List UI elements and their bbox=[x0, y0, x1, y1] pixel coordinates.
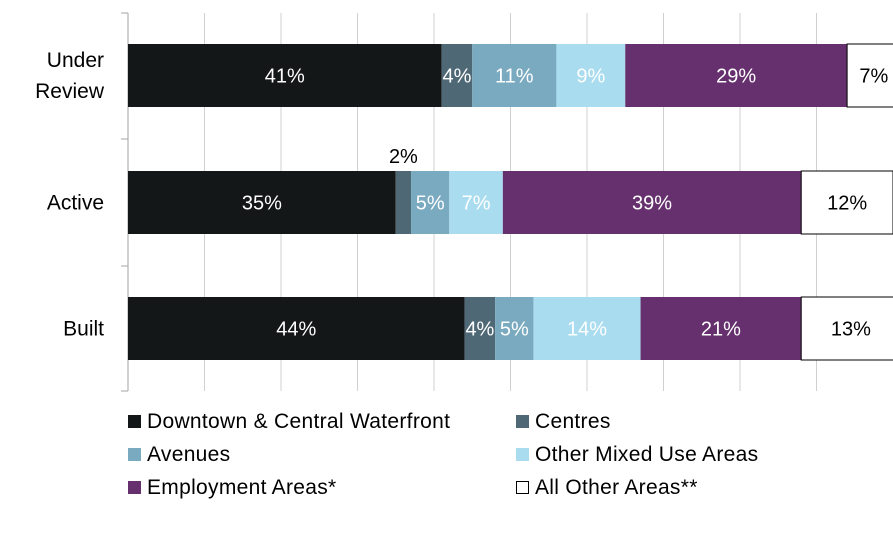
bar-segment bbox=[128, 171, 396, 234]
stacked-bar-chart: Under Review Active Built 41% 4% 11% 9% 29% 7% 35%… bbox=[35, 12, 893, 392]
bar-segment bbox=[495, 297, 534, 360]
data-label: 21% bbox=[701, 319, 741, 341]
legend-swatch bbox=[516, 448, 529, 461]
data-label: 9% bbox=[576, 66, 605, 88]
data-label: 11% bbox=[495, 66, 534, 88]
legend-label: Employment Areas* bbox=[147, 475, 337, 499]
bar-segment bbox=[800, 170, 893, 235]
legend-label: Downtown & Central Waterfront bbox=[147, 409, 451, 433]
data-label: 4% bbox=[465, 319, 494, 341]
category-label: Review bbox=[35, 80, 105, 103]
legend-item: All Other Areas** bbox=[516, 474, 846, 501]
bar-segment bbox=[846, 43, 893, 108]
bar-segment bbox=[556, 44, 626, 107]
legend-label: All Other Areas** bbox=[535, 475, 698, 499]
bar-segment bbox=[640, 297, 802, 360]
bar-segment bbox=[625, 44, 848, 107]
data-label: 12% bbox=[827, 193, 867, 215]
bar-segment bbox=[533, 297, 641, 360]
legend-label: Other Mixed Use Areas bbox=[535, 442, 759, 466]
bar-segment bbox=[472, 44, 557, 107]
legend-label: Centres bbox=[535, 409, 611, 433]
legend-swatch bbox=[516, 415, 529, 428]
bar-segment bbox=[395, 171, 412, 234]
legend-item: Centres bbox=[516, 408, 846, 435]
data-label: 44% bbox=[276, 319, 316, 341]
data-label: 4% bbox=[442, 66, 471, 88]
bar-segment bbox=[502, 171, 802, 234]
legend-swatch bbox=[128, 481, 141, 494]
category-label: Active bbox=[47, 192, 104, 215]
legend-swatch bbox=[128, 415, 141, 428]
data-label: 2% bbox=[389, 146, 418, 168]
data-label: 5% bbox=[416, 193, 445, 215]
bar-segment bbox=[800, 296, 893, 361]
data-label: 7% bbox=[859, 66, 888, 88]
legend-item: Downtown & Central Waterfront bbox=[128, 408, 516, 435]
bar-segment bbox=[128, 44, 442, 107]
legend-swatch bbox=[128, 448, 141, 461]
data-label: 14% bbox=[567, 319, 607, 341]
category-label: Built bbox=[63, 318, 104, 341]
data-label: 35% bbox=[242, 193, 282, 215]
legend: Downtown & Central Waterfront Centres Aven… bbox=[128, 408, 848, 501]
legend-swatch bbox=[516, 481, 529, 494]
legend-item: Avenues bbox=[128, 441, 516, 468]
data-label: 5% bbox=[500, 319, 529, 341]
data-label: 41% bbox=[265, 66, 305, 88]
data-label: 29% bbox=[716, 66, 756, 88]
bar-segment bbox=[128, 297, 465, 360]
legend-item: Other Mixed Use Areas bbox=[516, 441, 846, 468]
data-label: 39% bbox=[632, 193, 672, 215]
data-label: 7% bbox=[462, 193, 491, 215]
category-label: Under bbox=[47, 49, 104, 72]
bar-segment bbox=[464, 297, 496, 360]
legend-label: Avenues bbox=[147, 442, 231, 466]
bar-segment bbox=[449, 171, 503, 234]
data-label: 13% bbox=[831, 319, 871, 341]
legend-item: Employment Areas* bbox=[128, 474, 516, 501]
bar-segment bbox=[441, 44, 473, 107]
bar-segment bbox=[411, 171, 450, 234]
